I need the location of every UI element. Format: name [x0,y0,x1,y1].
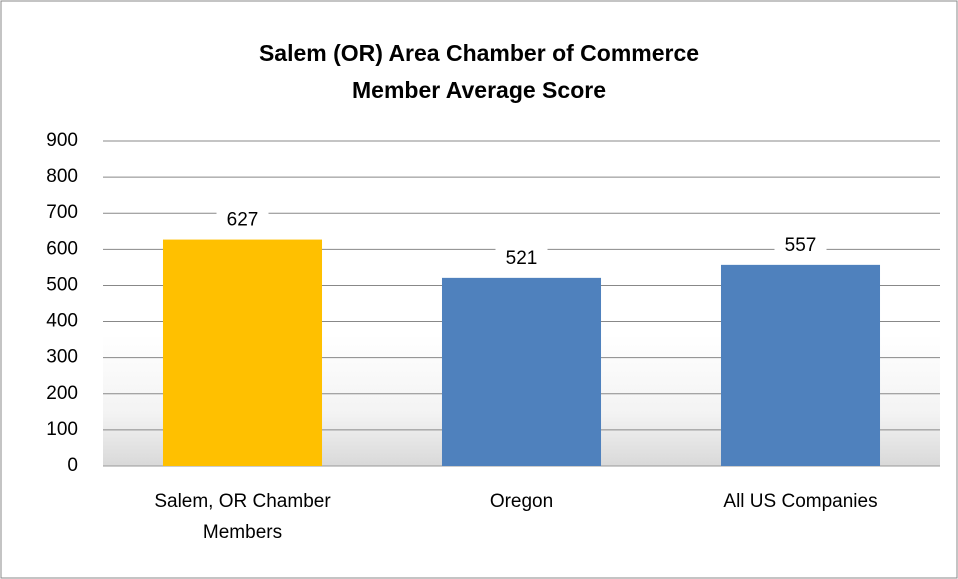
value-label: 627 [227,210,259,231]
y-tick-label: 700 [46,202,78,223]
y-tick-label: 300 [46,347,78,368]
y-tick-label: 400 [46,311,78,332]
y-tick-label: 800 [46,166,78,187]
value-label-background [216,208,269,231]
bar [441,277,602,466]
y-tick-label: 0 [67,455,78,476]
y-tick-label: 100 [46,419,78,440]
x-tick-label: Salem, OR Chamber Members [154,491,331,543]
chart-title: Member Average Score [352,77,606,103]
y-tick-label: 900 [46,130,78,151]
value-label: 557 [785,235,817,256]
x-tick-label: All US Companies [723,491,878,512]
bar [162,239,323,466]
y-tick-label: 600 [46,238,78,259]
x-tick-label: Oregon [489,491,554,512]
y-tick-label: 500 [46,274,78,295]
chart-title: Salem (OR) Area Chamber of Commerce [259,40,699,66]
y-tick-label: 200 [46,383,78,404]
value-label-background [774,233,827,256]
value-label-background [495,246,548,269]
bar [720,264,881,466]
value-label: 521 [506,248,538,269]
